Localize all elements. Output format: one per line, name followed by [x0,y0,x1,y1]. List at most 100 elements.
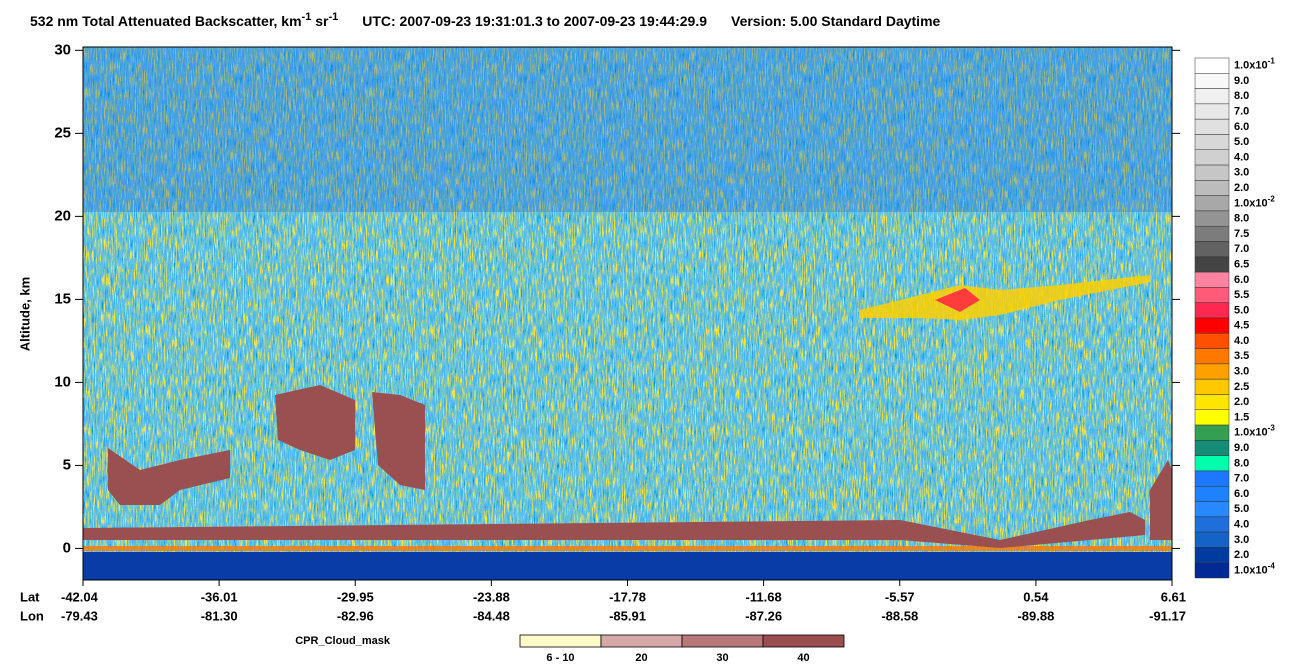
colorbar-label-exp: -4 [1268,561,1276,570]
cirrus [860,275,1150,320]
colorbar-label-base: 2.0 [1234,182,1249,194]
colorbar-label-base: 3.0 [1234,534,1249,546]
cirrus-core [935,288,980,312]
colorbar-label-base: 6.5 [1234,258,1249,270]
colorbar-label: 8.0 [1234,90,1249,102]
colorbar-swatch [1194,485,1230,502]
colorbar-label-base: 1.0x10 [1234,427,1268,439]
x-row-label: Lon [20,608,44,623]
colorbar-swatch [1194,562,1230,579]
colorbar-swatch [1194,409,1230,426]
colorbar-label: 8.0 [1234,457,1249,469]
colorbar-label-base: 4.5 [1234,320,1249,332]
colorbar-label: 7.0 [1234,243,1249,255]
colorbar-label-exp: -1 [1268,57,1276,66]
colorbar-label: 7.0 [1234,105,1249,117]
colorbar-label: 3.5 [1234,350,1249,362]
colorbar-label-exp: -3 [1268,424,1276,433]
colorbar-label: 5.0 [1234,136,1249,148]
y-tick-label: 10 [54,373,71,390]
cpr-legend-swatch [519,634,602,648]
colorbar-label: 2.0 [1234,549,1249,561]
colorbar-label-base: 2.0 [1234,396,1249,408]
x-tick-label: -23.88 [473,589,510,604]
colorbar-label: 6.0 [1234,274,1249,286]
y-tick-label: 5 [63,456,71,473]
cpr-legend-swatch [762,634,845,648]
x-tick-label: -87.26 [745,608,782,623]
x-tick-label: -82.96 [337,608,374,623]
colorbar-label: 1.0x10-1 [1234,57,1275,72]
y-tick-label: 15 [54,290,71,307]
cpr-legend-swatch [681,634,764,648]
cpr-legend-label: 40 [797,652,809,664]
colorbar-label: 4.5 [1234,320,1249,332]
plot-area [82,46,1173,581]
colorbar-label: 2.0 [1234,396,1249,408]
colorbar-label-base: 5.0 [1234,136,1249,148]
colorbar-label-base: 4.0 [1234,335,1249,347]
colorbar-swatch [1194,256,1230,273]
colorbar-swatch [1194,516,1230,533]
colorbar-label-base: 3.0 [1234,365,1249,377]
colorbar-label-base: 8.0 [1234,457,1249,469]
colorbar-label-base: 4.0 [1234,518,1249,530]
colorbar-label-base: 6.0 [1234,488,1249,500]
colorbar-swatch [1194,547,1230,563]
colorbar-label: 4.0 [1234,518,1249,530]
colorbar-swatch [1194,378,1230,395]
x-tick-label: -84.48 [473,608,510,623]
cpr-legend-label: 20 [635,652,647,664]
x-tick-label: -36.01 [201,589,238,604]
colorbar-label: 5.0 [1234,304,1249,316]
x-tick-label: -29.95 [337,589,374,604]
colorbar-swatch [1194,149,1230,166]
colorbar-swatch [1194,57,1230,74]
colorbar-swatch [1194,440,1230,456]
chart-title: 532 nm Total Attenuated Backscatter, km-… [30,11,941,29]
y-tick-label: 20 [54,207,71,224]
colorbar-swatch [1194,195,1230,212]
colorbar-label-base: 3.0 [1234,167,1249,179]
colorbar-label-base: 2.0 [1234,549,1249,561]
y-tick-label: 25 [54,124,71,141]
x-tick-label: -11.68 [746,589,782,604]
colorbar-label: 2.5 [1234,381,1249,393]
colorbar-swatch [1194,241,1230,258]
colorbar-label-base: 9.0 [1234,75,1249,87]
x-tick-label: 0.54 [1023,589,1049,604]
colorbar-label: 1.0x10-4 [1234,561,1275,576]
colorbar-swatch [1194,333,1230,349]
colorbar-label: 1.0x10-2 [1234,194,1275,209]
colorbar-label-base: 9.0 [1234,442,1249,454]
colorbar-swatch [1194,317,1230,334]
colorbar-label-base: 3.5 [1234,350,1249,362]
colorbar-label: 4.0 [1234,151,1249,163]
colorbar-label: 5.0 [1234,503,1249,515]
colorbar-label-base: 8.0 [1234,212,1249,224]
colorbar-label: 2.0 [1234,182,1249,194]
colorbar-swatch [1194,363,1230,380]
colorbar-swatch [1194,225,1230,242]
x-tick-label: -5.57 [885,589,915,604]
colorbar-label-base: 1.5 [1234,411,1249,423]
colorbar-label: 9.0 [1234,75,1249,87]
colorbar-label: 1.5 [1234,411,1249,423]
y-axis-label: Altitude, km [17,277,32,351]
colorbar-label-base: 8.0 [1234,90,1249,102]
colorbar-label-base: 2.5 [1234,381,1249,393]
colorbar-swatch [1194,348,1230,365]
x-tick-label: -42.04 [61,589,99,604]
colorbar-swatch [1194,88,1230,105]
colorbar-label: 6.0 [1234,488,1249,500]
cpr-legend-label: 30 [716,652,728,664]
colorbar-swatch [1194,210,1230,227]
colorbar-swatch [1194,180,1230,196]
colorbar-swatch [1194,424,1230,441]
colorbar-swatch [1194,470,1230,487]
colorbar-swatch [1194,164,1230,181]
colorbar-swatch [1194,73,1230,89]
x-tick-label: -81.30 [201,608,238,623]
colorbar-label: 4.0 [1234,335,1249,347]
colorbar-swatch [1194,302,1230,319]
